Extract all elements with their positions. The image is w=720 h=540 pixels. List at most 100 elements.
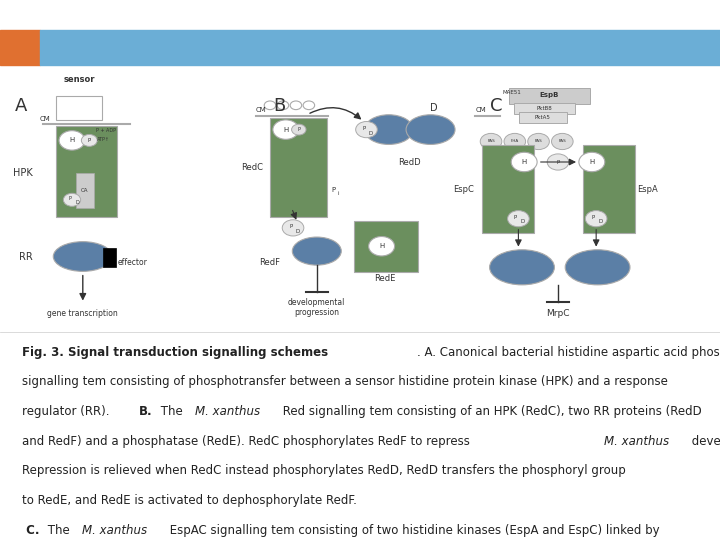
Text: M. xanthus: M. xanthus xyxy=(604,435,670,448)
Text: regulator (RR).: regulator (RR). xyxy=(22,405,113,418)
Circle shape xyxy=(81,134,97,146)
Text: RedE: RedE xyxy=(374,274,396,284)
Circle shape xyxy=(290,101,302,110)
Text: P: P xyxy=(557,159,559,165)
Text: EspA: EspA xyxy=(637,185,658,193)
Circle shape xyxy=(552,133,573,150)
Text: P + ADP: P + ADP xyxy=(96,129,117,133)
Circle shape xyxy=(303,101,315,110)
Text: D: D xyxy=(521,219,525,225)
Text: CM: CM xyxy=(475,107,486,113)
Text: The: The xyxy=(44,524,73,537)
FancyBboxPatch shape xyxy=(270,118,327,217)
Text: P: P xyxy=(592,215,595,220)
Circle shape xyxy=(528,133,549,150)
Text: developmental
progression: developmental progression xyxy=(288,298,346,318)
FancyBboxPatch shape xyxy=(519,112,567,123)
Text: signalling tem consisting of phosphotransfer between a sensor histidine protein : signalling tem consisting of phosphotran… xyxy=(22,375,667,388)
Text: PktB8: PktB8 xyxy=(536,106,552,111)
Text: P: P xyxy=(289,224,292,230)
Text: P: P xyxy=(514,215,517,220)
Text: D: D xyxy=(431,103,438,113)
FancyBboxPatch shape xyxy=(56,126,117,217)
Text: B: B xyxy=(274,97,286,115)
Text: . A. Canonical bacterial histidine aspartic acid phosphorelay: . A. Canonical bacterial histidine aspar… xyxy=(417,346,720,359)
Text: EspAC signalling tem consisting of two histidine kinases (EspA and EspC) linked : EspAC signalling tem consisting of two h… xyxy=(166,524,660,537)
FancyBboxPatch shape xyxy=(583,145,635,233)
Circle shape xyxy=(282,220,304,236)
Text: Fig. 3. Signal transduction signalling schemes: Fig. 3. Signal transduction signalling s… xyxy=(22,346,328,359)
Text: MrpC: MrpC xyxy=(546,309,570,318)
Text: D: D xyxy=(369,131,373,136)
Text: development.: development. xyxy=(688,435,720,448)
Bar xyxy=(40,30,720,65)
Text: M. xanthus: M. xanthus xyxy=(195,405,260,418)
Text: MAE51: MAE51 xyxy=(503,91,521,96)
FancyBboxPatch shape xyxy=(56,96,102,120)
Text: The: The xyxy=(157,405,186,418)
Circle shape xyxy=(63,193,81,206)
Text: and RedF) and a phosphatase (RedE). RedC phosphorylates RedF to repress: and RedF) and a phosphatase (RedE). RedC… xyxy=(22,435,473,448)
Text: effector: effector xyxy=(117,258,147,267)
Bar xyxy=(103,248,116,267)
FancyBboxPatch shape xyxy=(354,221,418,272)
Circle shape xyxy=(480,133,502,150)
Ellipse shape xyxy=(364,115,413,145)
Text: gene transcription: gene transcription xyxy=(48,309,118,318)
Text: P: P xyxy=(363,126,366,131)
Text: EspC: EspC xyxy=(453,185,474,193)
Circle shape xyxy=(273,120,299,139)
Text: RedD: RedD xyxy=(398,158,421,167)
Text: A: A xyxy=(14,97,27,115)
Text: H: H xyxy=(589,159,595,165)
Ellipse shape xyxy=(292,237,341,265)
Text: M. xanthus: M. xanthus xyxy=(82,524,148,537)
Text: PktA5: PktA5 xyxy=(535,115,551,120)
Ellipse shape xyxy=(565,249,630,285)
Text: P: P xyxy=(68,196,71,201)
Text: Repression is relieved when RedC instead phosphorylates RedD, RedD transfers the: Repression is relieved when RedC instead… xyxy=(22,464,626,477)
Text: C: C xyxy=(490,97,502,115)
Text: B.: B. xyxy=(140,405,153,418)
Circle shape xyxy=(264,101,276,110)
Text: D: D xyxy=(296,228,300,234)
Circle shape xyxy=(277,101,289,110)
Text: PAS: PAS xyxy=(559,139,566,144)
FancyBboxPatch shape xyxy=(509,88,590,104)
Text: H: H xyxy=(379,243,384,249)
Text: D: D xyxy=(75,200,79,205)
Ellipse shape xyxy=(53,241,112,271)
FancyBboxPatch shape xyxy=(514,103,575,114)
Text: i: i xyxy=(338,191,339,196)
Text: CM: CM xyxy=(40,116,50,122)
Text: HPK: HPK xyxy=(13,168,32,178)
Text: H: H xyxy=(283,126,289,133)
Text: C.: C. xyxy=(22,524,39,537)
Text: PAS: PAS xyxy=(487,139,495,144)
Circle shape xyxy=(356,122,377,138)
FancyBboxPatch shape xyxy=(482,145,534,233)
Text: H: H xyxy=(69,137,75,144)
Circle shape xyxy=(511,152,537,172)
Ellipse shape xyxy=(490,249,554,285)
Circle shape xyxy=(585,211,607,227)
Circle shape xyxy=(369,237,395,256)
Text: ATP↑: ATP↑ xyxy=(96,138,109,143)
Text: PAS: PAS xyxy=(535,139,542,144)
Text: CM: CM xyxy=(256,107,266,113)
Text: FHA: FHA xyxy=(510,139,519,144)
Ellipse shape xyxy=(406,115,455,145)
Text: RedC: RedC xyxy=(240,163,263,172)
Bar xyxy=(0,30,40,65)
Text: sensor: sensor xyxy=(63,75,95,84)
Text: Red signalling tem consisting of an HPK (RedC), two RR proteins (RedD: Red signalling tem consisting of an HPK … xyxy=(279,405,702,418)
Text: H: H xyxy=(521,159,527,165)
Text: EspB: EspB xyxy=(540,92,559,98)
Text: P: P xyxy=(297,127,300,132)
Circle shape xyxy=(292,124,306,135)
Text: RR: RR xyxy=(19,252,32,261)
Bar xyxy=(76,173,94,208)
Circle shape xyxy=(547,154,569,170)
Text: CA: CA xyxy=(81,187,89,193)
Text: RedF: RedF xyxy=(259,258,281,267)
